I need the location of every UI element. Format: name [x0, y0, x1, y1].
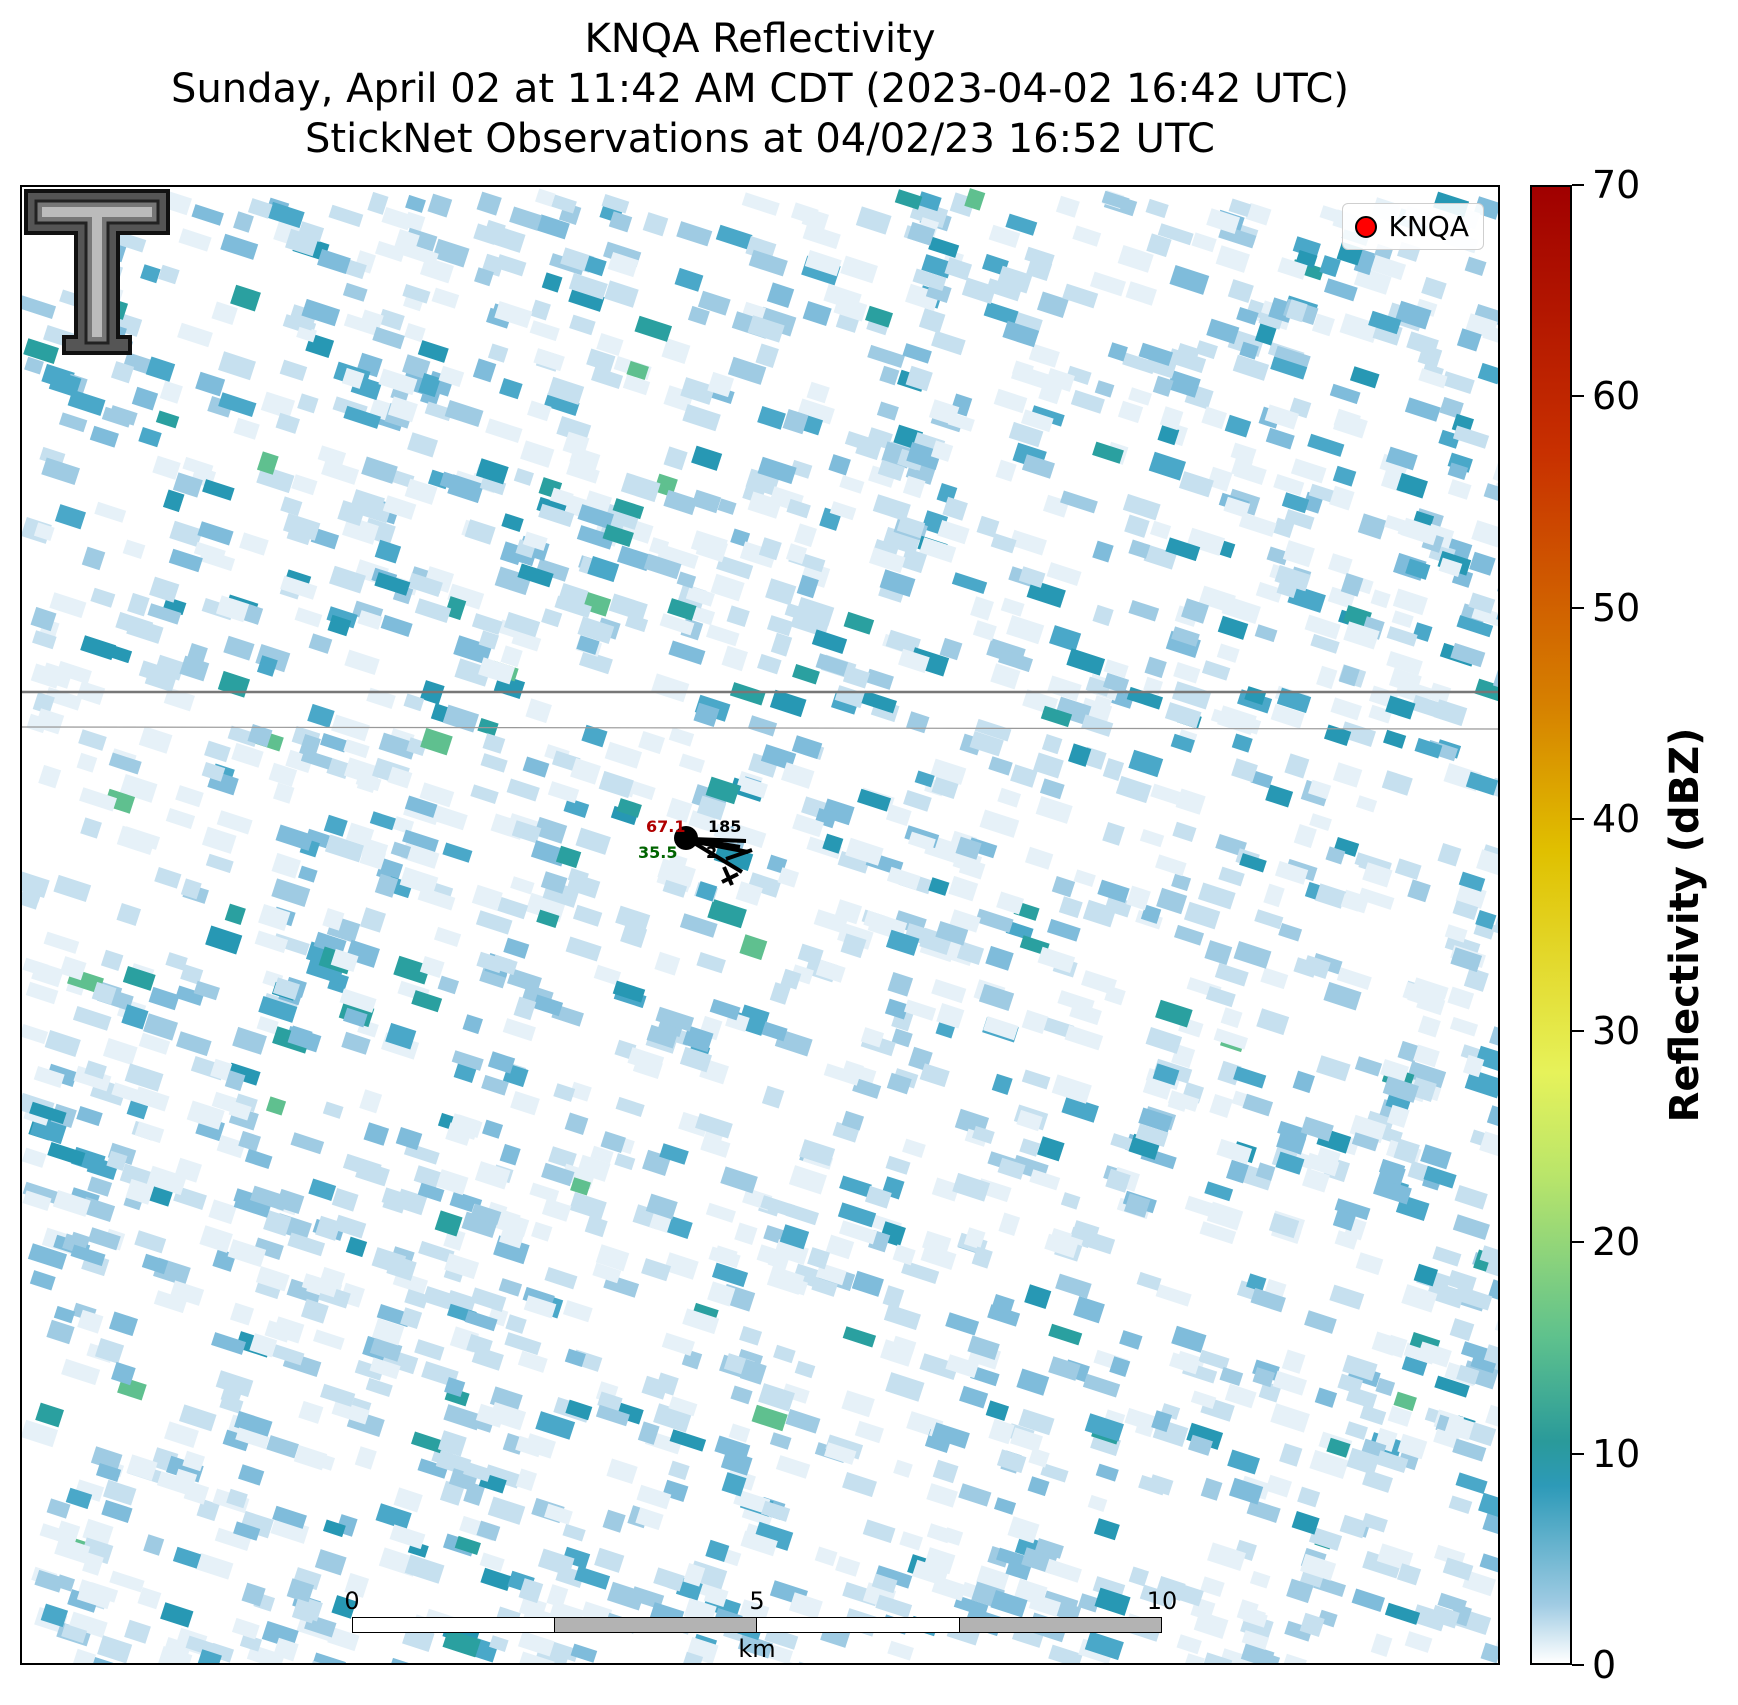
colorbar-tick-label: 40	[1592, 797, 1641, 842]
reflectivity-cells	[22, 188, 1498, 1663]
colorbar-tick-mark	[1572, 1029, 1584, 1032]
colorbar-tick-mark	[1572, 1452, 1584, 1455]
scalebar-unit: km	[738, 1635, 776, 1663]
colorbar-tick-mark	[1572, 1241, 1584, 1244]
scalebar-segment-4	[959, 1617, 1162, 1633]
title-line-1: KNQA Reflectivity	[584, 16, 936, 62]
station-extra-value: 2	[706, 843, 718, 862]
colorbar-tick-label: 10	[1592, 1431, 1641, 1476]
colorbar-title: Reflectivity (dBZ)	[1662, 727, 1708, 1123]
texas-tech-logo-icon	[24, 189, 170, 355]
colorbar-tick-label: 0	[1592, 1643, 1617, 1687]
scalebar-segment-3	[756, 1617, 960, 1633]
colorbar-tick-mark	[1572, 606, 1584, 609]
distance-scalebar: 0 5 10 km	[344, 1587, 1177, 1663]
scalebar-tick-5: 5	[749, 1587, 765, 1615]
wind-barb-icon	[674, 826, 753, 886]
reflectivity-colorbar	[1530, 185, 1572, 1665]
radar-site-marker-icon	[1354, 215, 1377, 238]
station-dewpoint: 35.5	[638, 843, 678, 862]
scalebar-segment-1	[352, 1617, 555, 1633]
colorbar-tick-label: 70	[1592, 163, 1641, 207]
reflectivity-field	[22, 188, 1498, 1663]
colorbar-tick-mark	[1572, 1664, 1584, 1666]
colorbar-tick-label: 20	[1592, 1220, 1641, 1265]
colorbar-tick-mark	[1572, 818, 1584, 821]
colorbar-tick-label: 50	[1592, 585, 1641, 630]
boundary-line	[22, 726, 1498, 730]
scalebar-tick-10: 10	[1146, 1587, 1178, 1615]
radar-map[interactable]: KNQA 67.1 185 35.5 2 0 5 10 km	[20, 185, 1500, 1665]
colorbar-tick-label: 30	[1592, 1008, 1641, 1053]
station-pressure: 185	[708, 817, 742, 836]
colorbar-tick-label: 60	[1592, 374, 1641, 419]
legend-label: KNQA	[1388, 210, 1470, 243]
scalebar-tick-0: 0	[344, 1587, 360, 1615]
colorbar-tick-mark	[1572, 395, 1584, 398]
scalebar-segment-2	[554, 1617, 757, 1633]
title-line-3: StickNet Observations at 04/02/23 16:52 …	[305, 116, 1215, 162]
map-legend: KNQA	[1341, 203, 1484, 250]
station-temperature: 67.1	[646, 817, 686, 836]
figure-title: KNQA Reflectivity Sunday, April 02 at 11…	[20, 14, 1500, 164]
colorbar-tick-mark	[1572, 184, 1584, 186]
title-line-2: Sunday, April 02 at 11:42 AM CDT (2023-0…	[171, 66, 1349, 112]
